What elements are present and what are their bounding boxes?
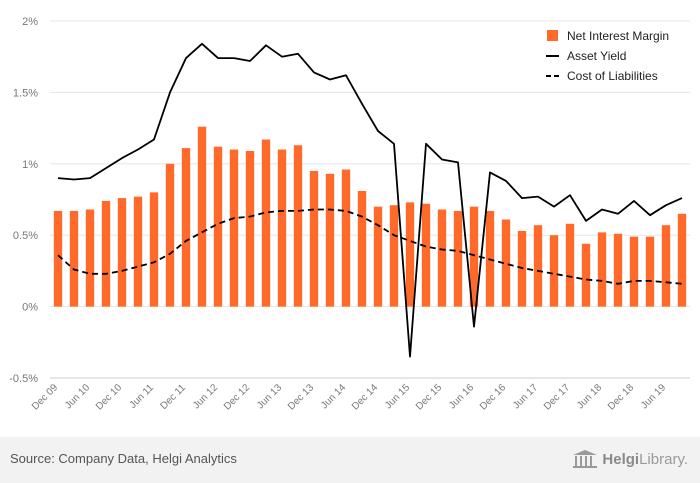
x-tick-label: Dec 12 bbox=[222, 382, 252, 412]
bar-net-interest-margin bbox=[181, 148, 191, 307]
bar-net-interest-margin bbox=[341, 169, 351, 307]
legend-label-asset-yield: Asset Yield bbox=[567, 49, 626, 63]
bar-net-interest-margin bbox=[69, 210, 79, 307]
bar-net-interest-margin bbox=[549, 235, 559, 307]
brand-name: HelgiLibrary. bbox=[602, 450, 688, 468]
bar-net-interest-margin bbox=[629, 236, 639, 307]
bar-net-interest-margin bbox=[325, 173, 335, 307]
source-note: Source: Company Data, Helgi Analytics bbox=[10, 451, 237, 466]
library-columns-icon bbox=[573, 450, 598, 468]
x-tick-label: Dec 18 bbox=[606, 382, 636, 412]
bar-net-interest-margin bbox=[117, 198, 127, 307]
bar-net-interest-margin bbox=[453, 210, 463, 307]
bar-net-interest-margin bbox=[645, 236, 655, 307]
x-tick-label: Dec 10 bbox=[94, 382, 124, 412]
bar-net-interest-margin bbox=[245, 150, 255, 307]
bar-net-interest-margin bbox=[309, 170, 319, 307]
bar-net-interest-margin bbox=[613, 233, 623, 307]
bar-net-interest-margin bbox=[565, 223, 575, 307]
legend-label-net-interest-margin: Net Interest Margin bbox=[567, 29, 669, 43]
bar-net-interest-margin bbox=[533, 225, 543, 307]
bar-net-interest-margin bbox=[277, 149, 287, 307]
x-tick-label: Dec 16 bbox=[478, 382, 508, 412]
bar-net-interest-margin bbox=[661, 225, 671, 307]
bar-net-interest-margin bbox=[213, 146, 223, 307]
bar-net-interest-margin bbox=[149, 192, 159, 307]
bar-net-interest-margin bbox=[197, 126, 207, 307]
x-tick-label: Dec 11 bbox=[158, 382, 188, 412]
bar-net-interest-margin bbox=[501, 219, 511, 307]
legend-swatch-net-interest-margin bbox=[547, 30, 558, 41]
brand[interactable]: HelgiLibrary. bbox=[572, 449, 688, 469]
y-tick-label: 1.5% bbox=[13, 87, 38, 99]
bar-net-interest-margin bbox=[165, 163, 175, 307]
x-tick-label: Dec 14 bbox=[350, 382, 380, 412]
x-tick-label: Dec 15 bbox=[414, 382, 444, 412]
line-cost-of-liabilities bbox=[57, 208, 683, 285]
bar-net-interest-margin bbox=[357, 190, 367, 307]
x-tick-label: Dec 17 bbox=[542, 382, 572, 412]
x-tick-label: Jun 15 bbox=[383, 382, 412, 411]
x-tick-label: Dec 09 bbox=[30, 382, 60, 412]
y-tick-label: 1% bbox=[22, 159, 38, 171]
legend-label-cost-of-liabilities: Cost of Liabilities bbox=[567, 69, 658, 83]
bar-net-interest-margin bbox=[101, 200, 111, 307]
bar-net-interest-margin bbox=[677, 213, 687, 307]
bar-net-interest-margin bbox=[469, 206, 479, 307]
y-tick-label: 0% bbox=[22, 302, 38, 314]
bar-net-interest-margin bbox=[597, 232, 607, 307]
bar-net-interest-margin bbox=[85, 209, 95, 307]
x-tick-label: Jun 11 bbox=[128, 382, 157, 411]
bar-net-interest-margin bbox=[373, 206, 383, 307]
footer-bar: Source: Company Data, Helgi Analytics He… bbox=[0, 437, 700, 483]
x-tick-label: Jun 14 bbox=[319, 382, 348, 411]
bar-net-interest-margin bbox=[229, 149, 239, 307]
bar-net-interest-margin bbox=[581, 243, 591, 307]
x-tick-label: Jun 12 bbox=[191, 382, 220, 411]
bar-net-interest-margin bbox=[405, 202, 415, 307]
y-tick-label: 0.5% bbox=[13, 230, 38, 242]
y-tick-label: -0.5% bbox=[9, 373, 38, 385]
x-tick-label: Jun 18 bbox=[575, 382, 604, 411]
bar-net-interest-margin bbox=[133, 196, 143, 307]
x-tick-label: Jun 10 bbox=[63, 382, 92, 411]
x-tick-label: Dec 13 bbox=[286, 382, 316, 412]
line-asset-yield bbox=[57, 42, 683, 358]
x-tick-label: Jun 17 bbox=[511, 382, 540, 411]
x-tick-label: Jun 13 bbox=[255, 382, 284, 411]
bar-net-interest-margin bbox=[389, 205, 399, 307]
y-tick-label: 2% bbox=[22, 16, 38, 28]
bar-net-interest-margin bbox=[437, 209, 447, 307]
combo-chart: 2%1.5%1%0.5%0%-0.5%Dec 09 Jun 10 Dec 10 Jun… bbox=[9, 16, 690, 413]
bar-net-interest-margin bbox=[421, 203, 431, 307]
bar-net-interest-margin bbox=[53, 210, 63, 307]
x-tick-label: Jun 16 bbox=[447, 382, 476, 411]
bar-net-interest-margin bbox=[293, 145, 303, 307]
bar-net-interest-margin bbox=[261, 139, 271, 307]
x-tick-label: Jun 19 bbox=[639, 382, 668, 411]
